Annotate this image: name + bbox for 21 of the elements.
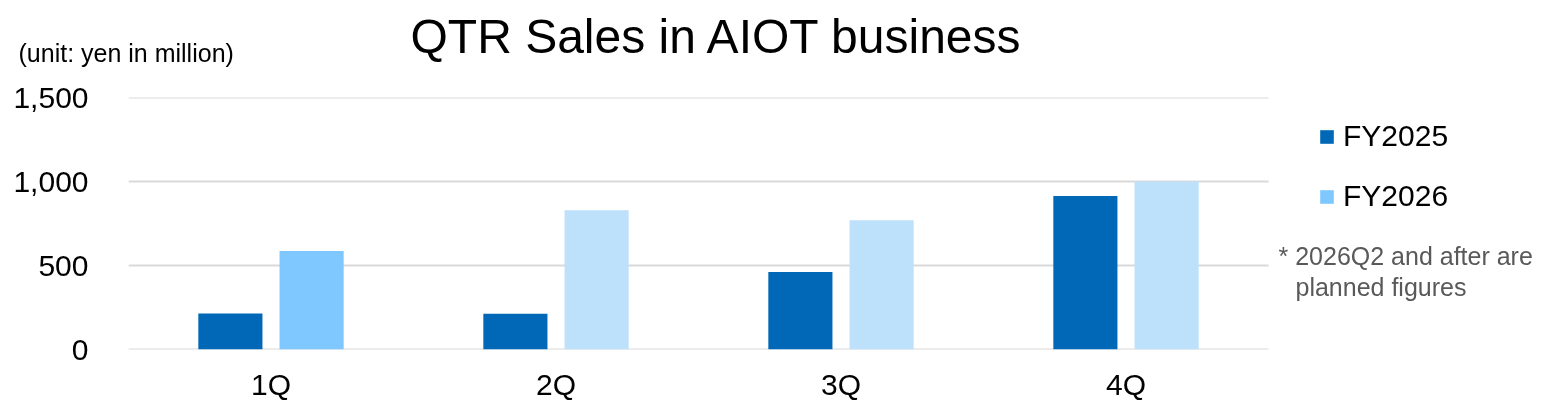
bar: [849, 220, 914, 350]
bar: [564, 210, 629, 350]
x-tick-label: 2Q: [535, 367, 577, 401]
x-tick-label: 4Q: [1105, 367, 1147, 401]
y-tick-label: 1,000: [13, 164, 89, 198]
y-axis-title: (unit: yen in million): [18, 38, 234, 67]
bar: [483, 313, 548, 350]
legend-label: FY2025: [1343, 119, 1449, 153]
y-tick-label: 1,500: [13, 80, 89, 114]
legend-label: FY2026: [1343, 179, 1449, 213]
y-tick-label: 0: [71, 332, 89, 366]
bar: [279, 250, 344, 350]
bar: [768, 271, 833, 350]
chart-title: QTR Sales in AIOT business: [410, 10, 1021, 63]
x-tick-label: 1Q: [250, 367, 292, 401]
y-tick-label: 500: [38, 248, 89, 282]
bar: [1134, 181, 1199, 350]
bar: [198, 313, 263, 350]
text: * 2026Q2 and after are planned figures: [1278, 241, 1533, 301]
bar: [1053, 196, 1118, 350]
x-tick-label: 3Q: [820, 367, 862, 401]
